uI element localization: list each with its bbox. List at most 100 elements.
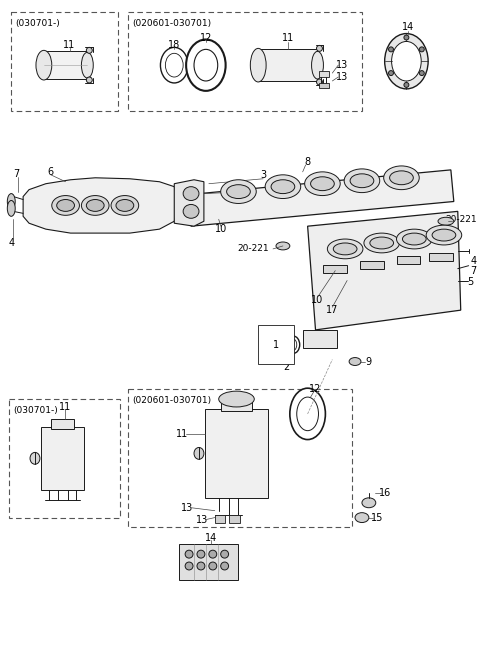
Ellipse shape	[221, 550, 228, 558]
Text: (030701-): (030701-)	[15, 19, 60, 28]
Ellipse shape	[297, 397, 319, 431]
Text: 2: 2	[283, 362, 289, 372]
Bar	[41, 427, 84, 490]
Text: 15: 15	[371, 513, 383, 522]
Bar	[128, 389, 352, 528]
Bar	[179, 544, 239, 580]
Ellipse shape	[86, 77, 92, 83]
Ellipse shape	[160, 47, 188, 83]
Ellipse shape	[36, 50, 52, 80]
Text: 17: 17	[326, 305, 338, 315]
Ellipse shape	[384, 166, 419, 190]
Ellipse shape	[111, 195, 139, 215]
Ellipse shape	[227, 184, 251, 199]
Polygon shape	[308, 212, 461, 330]
Ellipse shape	[219, 391, 254, 407]
Text: 16: 16	[379, 488, 391, 498]
Ellipse shape	[420, 70, 424, 75]
Ellipse shape	[271, 180, 295, 194]
Ellipse shape	[438, 217, 454, 225]
Ellipse shape	[350, 174, 374, 188]
Ellipse shape	[402, 233, 426, 245]
Ellipse shape	[30, 452, 40, 464]
Ellipse shape	[404, 35, 409, 40]
Ellipse shape	[426, 225, 462, 245]
Bar	[258, 50, 317, 81]
Text: 9: 9	[366, 357, 372, 366]
Bar	[221, 399, 252, 411]
Ellipse shape	[86, 199, 104, 212]
Text: 13: 13	[196, 515, 208, 524]
Bar	[396, 256, 420, 264]
Text: 6: 6	[48, 167, 54, 177]
Bar	[429, 253, 453, 261]
Polygon shape	[189, 170, 454, 226]
Ellipse shape	[197, 550, 205, 558]
Ellipse shape	[355, 513, 369, 522]
Bar	[324, 264, 347, 273]
Text: 2: 2	[245, 186, 252, 197]
Ellipse shape	[370, 237, 394, 249]
Text: 3: 3	[260, 170, 266, 180]
Ellipse shape	[316, 45, 323, 52]
Ellipse shape	[432, 229, 456, 241]
Bar	[205, 409, 268, 498]
Ellipse shape	[316, 79, 323, 85]
Ellipse shape	[420, 47, 424, 52]
Ellipse shape	[311, 177, 334, 191]
Ellipse shape	[404, 83, 409, 87]
Ellipse shape	[116, 199, 134, 212]
Ellipse shape	[209, 550, 217, 558]
Text: (030701-): (030701-)	[13, 406, 58, 415]
Ellipse shape	[289, 339, 297, 351]
Ellipse shape	[265, 175, 300, 199]
Ellipse shape	[290, 388, 325, 439]
Text: 14: 14	[204, 533, 217, 543]
Bar	[51, 419, 74, 429]
Ellipse shape	[82, 195, 109, 215]
Ellipse shape	[286, 336, 300, 353]
Ellipse shape	[221, 180, 256, 203]
Text: 11: 11	[63, 41, 76, 50]
Text: 18: 18	[279, 353, 291, 362]
Text: 20-221: 20-221	[238, 244, 269, 253]
Bar	[128, 12, 362, 110]
Ellipse shape	[57, 199, 74, 212]
Bar	[320, 83, 329, 88]
Ellipse shape	[388, 47, 394, 52]
Ellipse shape	[197, 562, 205, 570]
Ellipse shape	[388, 70, 394, 75]
Bar	[360, 261, 384, 269]
Text: 7: 7	[470, 266, 477, 275]
Ellipse shape	[52, 195, 79, 215]
Bar	[320, 71, 329, 77]
Bar	[228, 515, 240, 522]
Ellipse shape	[185, 550, 193, 558]
Text: 1: 1	[273, 340, 279, 350]
Text: 12: 12	[309, 384, 322, 394]
Text: 10: 10	[215, 224, 227, 234]
Ellipse shape	[221, 562, 228, 570]
Ellipse shape	[349, 357, 361, 366]
Text: 13: 13	[336, 60, 348, 70]
Ellipse shape	[183, 186, 199, 201]
Text: 18: 18	[168, 41, 180, 50]
Polygon shape	[174, 180, 204, 226]
Ellipse shape	[392, 41, 421, 81]
Text: 20-221: 20-221	[445, 215, 477, 224]
Text: (020601-030701): (020601-030701)	[132, 19, 211, 28]
Text: 7: 7	[13, 169, 19, 179]
Ellipse shape	[7, 194, 15, 210]
Ellipse shape	[82, 52, 93, 78]
Ellipse shape	[183, 204, 199, 218]
Text: 4: 4	[8, 238, 14, 248]
Bar	[9, 399, 120, 517]
Text: 4: 4	[470, 256, 477, 266]
Bar	[303, 330, 337, 348]
Ellipse shape	[333, 243, 357, 255]
Bar	[215, 515, 225, 522]
Ellipse shape	[344, 169, 380, 193]
Ellipse shape	[362, 498, 376, 508]
Text: 13: 13	[181, 502, 193, 513]
Ellipse shape	[384, 34, 428, 89]
